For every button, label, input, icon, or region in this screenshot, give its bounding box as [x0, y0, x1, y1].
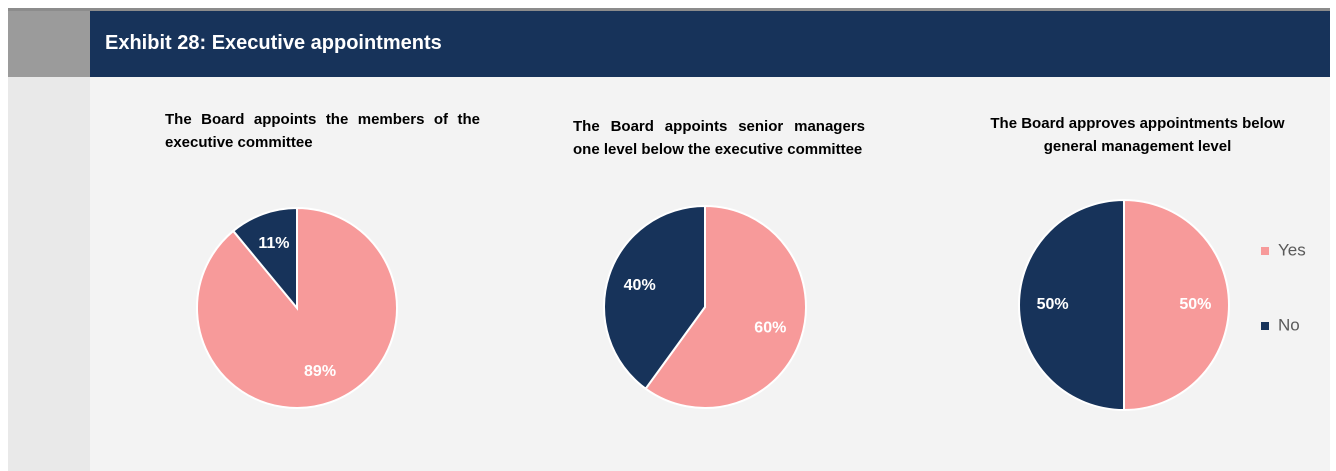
- data-label: 11%: [258, 235, 289, 252]
- legend-swatch: [1261, 322, 1269, 330]
- data-label: 50%: [1037, 296, 1069, 313]
- pie-slice: [1018, 198, 1125, 412]
- pie-title: The Board appoints the members of the ex…: [165, 111, 480, 151]
- pie-slice: [231, 206, 298, 311]
- data-label: 50%: [1179, 296, 1211, 313]
- pie-slice: [644, 204, 807, 409]
- data-label: 89%: [304, 363, 336, 380]
- legend-label: Yes: [1278, 240, 1306, 259]
- legend-label: No: [1278, 315, 1300, 334]
- side-strip: [8, 77, 90, 471]
- pie-title: The Board appoints senior managers one l…: [573, 118, 865, 158]
- pie-title: The Board approves appointments below ge…: [990, 115, 1285, 155]
- side-block: [8, 11, 90, 77]
- data-label: 60%: [754, 319, 786, 336]
- header-bar: [90, 11, 1330, 77]
- pie-slice: [603, 204, 706, 391]
- header-title: Exhibit 28: Executive appointments: [105, 32, 442, 54]
- top-rule: [8, 8, 1330, 11]
- pie-slice: [1123, 198, 1230, 412]
- legend-swatch: [1261, 247, 1269, 255]
- data-label: 40%: [624, 277, 656, 294]
